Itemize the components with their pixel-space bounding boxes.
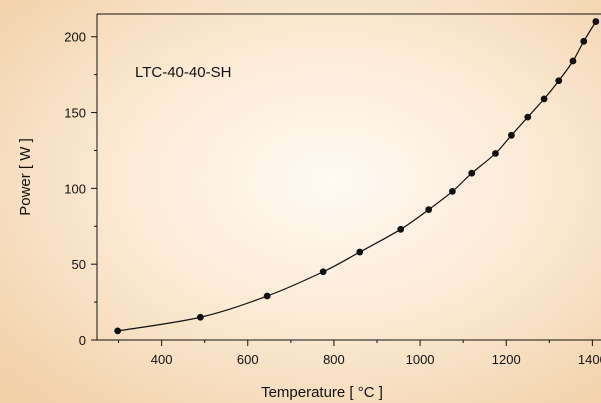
x-tick-label: 1000 — [406, 352, 435, 367]
x-tick-label: 800 — [323, 352, 345, 367]
x-tick-label: 600 — [237, 352, 259, 367]
data-point — [468, 169, 476, 177]
data-point — [263, 292, 271, 300]
data-point — [196, 313, 204, 321]
y-tick-label: 200 — [64, 30, 86, 45]
y-tick-label: 50 — [72, 257, 86, 272]
chart-annotation: LTC-40-40-SH — [135, 64, 231, 81]
data-point — [356, 248, 364, 256]
y-tick-label: 150 — [64, 106, 86, 121]
data-point — [319, 268, 327, 276]
x-tick-label: 400 — [151, 352, 173, 367]
data-point — [540, 95, 548, 103]
series-layer — [114, 18, 600, 335]
y-axis: 0 50 100 150 200 — [64, 30, 97, 348]
data-point — [569, 57, 577, 65]
y-axis-title: Power [ W ] — [17, 138, 34, 216]
data-point — [592, 18, 600, 25]
data-point — [397, 225, 405, 233]
data-point — [448, 188, 456, 195]
data-point — [508, 131, 515, 139]
data-point — [524, 113, 532, 121]
data-point — [580, 37, 588, 45]
y-tick-label: 0 — [79, 333, 86, 348]
data-point — [114, 327, 122, 335]
data-point — [425, 206, 433, 214]
plot-frame — [96, 13, 601, 341]
y-tick-label: 100 — [64, 181, 86, 196]
data-point — [492, 150, 499, 157]
data-point — [555, 77, 563, 85]
x-tick-label: 1200 — [492, 352, 521, 367]
x-axis-title: Temperature [ °C ] — [261, 384, 383, 401]
